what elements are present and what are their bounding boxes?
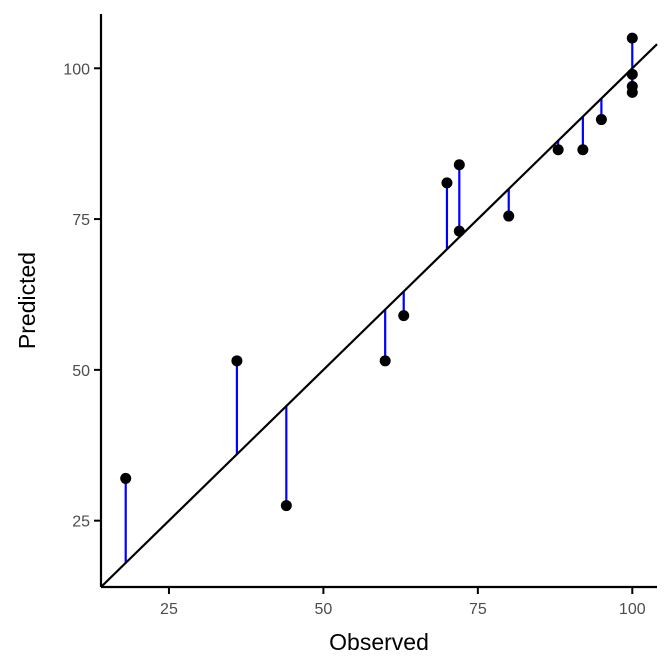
- data-point: [398, 310, 410, 322]
- y-tick-label: 75: [72, 212, 90, 229]
- data-point: [379, 355, 391, 367]
- x-axis-ticks: 25 50 75 100: [160, 587, 646, 618]
- x-tick-label: 25: [160, 601, 178, 618]
- data-point: [441, 177, 453, 189]
- data-point: [453, 225, 465, 237]
- data-point: [280, 500, 292, 512]
- data-point: [595, 114, 607, 126]
- data-point: [626, 68, 638, 80]
- data-point: [503, 210, 515, 222]
- data-point: [231, 355, 243, 367]
- data-point: [626, 86, 638, 98]
- y-tick-label: 100: [63, 61, 90, 78]
- y-axis-ticks: 25 50 75 100: [63, 61, 101, 531]
- x-axis-title: Observed: [329, 629, 429, 655]
- y-tick-label: 50: [72, 363, 90, 380]
- data-point: [626, 32, 638, 44]
- identity-line: [100, 43, 658, 588]
- data-point: [120, 472, 132, 484]
- residual-lines: [124, 38, 634, 563]
- x-tick-label: 75: [469, 601, 487, 618]
- data-point: [453, 159, 465, 171]
- x-tick-label: 100: [619, 601, 646, 618]
- y-axis-title: Predicted: [14, 252, 40, 349]
- data-point: [577, 144, 589, 156]
- data-points: [120, 32, 638, 512]
- y-tick-label: 25: [72, 514, 90, 531]
- data-point: [552, 144, 564, 156]
- x-tick-label: 50: [315, 601, 333, 618]
